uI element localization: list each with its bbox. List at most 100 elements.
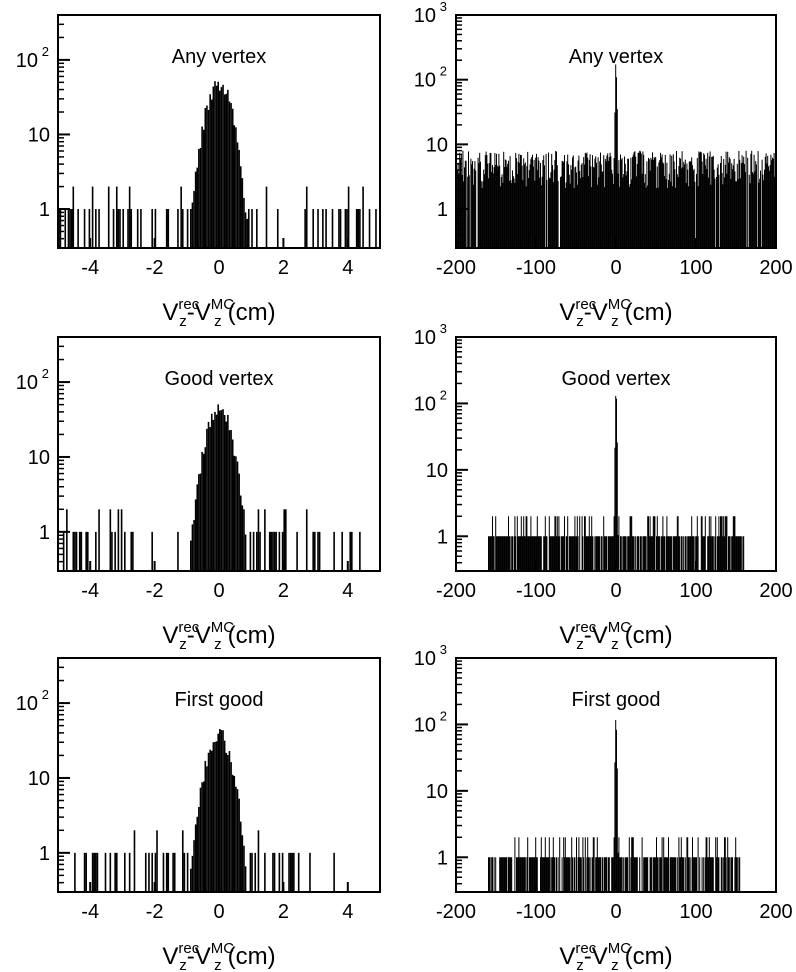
x-axis-label: Vrec z-VMC z (cm) bbox=[162, 296, 275, 330]
histogram-bar bbox=[588, 857, 589, 892]
histogram-bar bbox=[733, 158, 735, 248]
histogram-bar bbox=[552, 536, 553, 571]
histogram-bar bbox=[563, 837, 565, 892]
histogram-bar bbox=[207, 421, 210, 571]
histogram-bar bbox=[460, 159, 461, 248]
histogram-bar bbox=[514, 516, 516, 571]
histogram-bar bbox=[625, 536, 627, 571]
histogram-bar bbox=[664, 175, 665, 248]
histogram-bar bbox=[643, 154, 645, 248]
histogram-bar bbox=[548, 857, 549, 892]
histogram-bar bbox=[582, 536, 584, 571]
histogram-bar bbox=[716, 167, 718, 248]
histogram-bar bbox=[650, 157, 652, 248]
histogram-bar bbox=[604, 187, 605, 248]
histogram-bar bbox=[304, 209, 306, 248]
histogram-bar bbox=[186, 209, 189, 248]
histogram-bar bbox=[702, 536, 704, 571]
histogram-bar bbox=[629, 516, 631, 571]
histogram-bar bbox=[759, 178, 761, 248]
histogram-bar bbox=[594, 158, 596, 248]
histogram-bar bbox=[544, 857, 545, 892]
histogram-bar bbox=[680, 158, 681, 248]
histogram-bar bbox=[744, 172, 746, 248]
histogram-bar bbox=[154, 209, 157, 248]
histogram-bar bbox=[130, 209, 133, 248]
histogram-bar bbox=[556, 516, 558, 571]
histogram-bar bbox=[98, 209, 100, 248]
histogram-bar bbox=[720, 516, 721, 571]
histogram-bar bbox=[718, 174, 720, 248]
histogram-bar bbox=[525, 186, 527, 248]
histogram-bar bbox=[680, 536, 682, 571]
histogram-bar bbox=[568, 857, 569, 892]
histogram-bar bbox=[660, 857, 661, 892]
histogram-bar bbox=[664, 857, 665, 892]
histogram-bar bbox=[571, 169, 573, 248]
histogram-bar bbox=[206, 428, 208, 571]
histogram-bar bbox=[724, 516, 726, 571]
histogram-bar bbox=[663, 837, 665, 892]
histogram-bar bbox=[569, 183, 571, 248]
histogram-bar bbox=[675, 187, 677, 248]
histogram-bar bbox=[511, 857, 513, 892]
histogram-bar bbox=[572, 157, 573, 248]
histogram-bar bbox=[222, 409, 224, 571]
histogram-bar bbox=[225, 93, 228, 248]
histogram-bar bbox=[665, 179, 667, 248]
histogram-bar bbox=[151, 209, 153, 248]
histogram-bar bbox=[201, 782, 203, 892]
histogram-bar bbox=[177, 531, 179, 571]
histogram-bar bbox=[207, 109, 210, 248]
histogram-bar bbox=[656, 837, 657, 892]
x-tick-label: 200 bbox=[759, 580, 792, 602]
histogram-bar bbox=[528, 536, 530, 571]
histogram-bar bbox=[228, 430, 231, 571]
histogram-bar bbox=[513, 178, 515, 248]
histogram-bar bbox=[671, 536, 673, 571]
histogram-bar bbox=[470, 158, 472, 248]
histogram-bar bbox=[556, 151, 557, 248]
histogram-bar bbox=[249, 531, 252, 571]
histogram-bar bbox=[762, 174, 764, 248]
histogram-bar bbox=[571, 837, 573, 892]
histogram-bar bbox=[252, 531, 255, 571]
histogram-bar bbox=[238, 473, 240, 571]
histogram-bar bbox=[193, 840, 195, 892]
histogram-bar bbox=[548, 516, 550, 571]
histogram-bar bbox=[670, 181, 672, 248]
histogram-bar bbox=[599, 857, 601, 892]
histogram-bar bbox=[716, 857, 717, 892]
histogram-bar bbox=[502, 182, 504, 248]
histogram-bar bbox=[624, 163, 626, 248]
histogram-bar bbox=[257, 509, 260, 571]
histogram-bar bbox=[74, 852, 76, 892]
histogram-bar bbox=[740, 536, 741, 571]
histogram-bar bbox=[534, 857, 536, 892]
histogram-bar bbox=[236, 461, 239, 571]
histogram-bar bbox=[581, 163, 583, 248]
histogram-bar bbox=[317, 209, 319, 248]
histogram-bar bbox=[756, 164, 757, 248]
histogram-bar bbox=[351, 531, 353, 571]
y-tick-label: 1 bbox=[39, 522, 50, 544]
histogram-bar bbox=[202, 781, 205, 892]
histogram-bar bbox=[609, 152, 611, 248]
histogram-bar bbox=[500, 536, 501, 571]
histogram-bar bbox=[512, 170, 513, 248]
histogram-bar bbox=[228, 101, 231, 249]
histogram-bar bbox=[628, 536, 630, 571]
histogram-bar bbox=[128, 852, 131, 892]
histogram-bar bbox=[289, 852, 292, 892]
histogram-bar bbox=[665, 857, 667, 892]
histogram-bar bbox=[209, 94, 211, 248]
histogram-bar bbox=[239, 821, 242, 892]
histogram-bar bbox=[574, 857, 576, 892]
y-tick-label: 1 bbox=[39, 199, 50, 221]
histogram-bar bbox=[656, 187, 657, 248]
histogram-bar bbox=[532, 857, 534, 892]
histogram-bar bbox=[162, 852, 165, 892]
histogram-bar bbox=[602, 171, 604, 248]
histogram-bar bbox=[636, 176, 637, 248]
histogram-bar bbox=[731, 536, 733, 571]
